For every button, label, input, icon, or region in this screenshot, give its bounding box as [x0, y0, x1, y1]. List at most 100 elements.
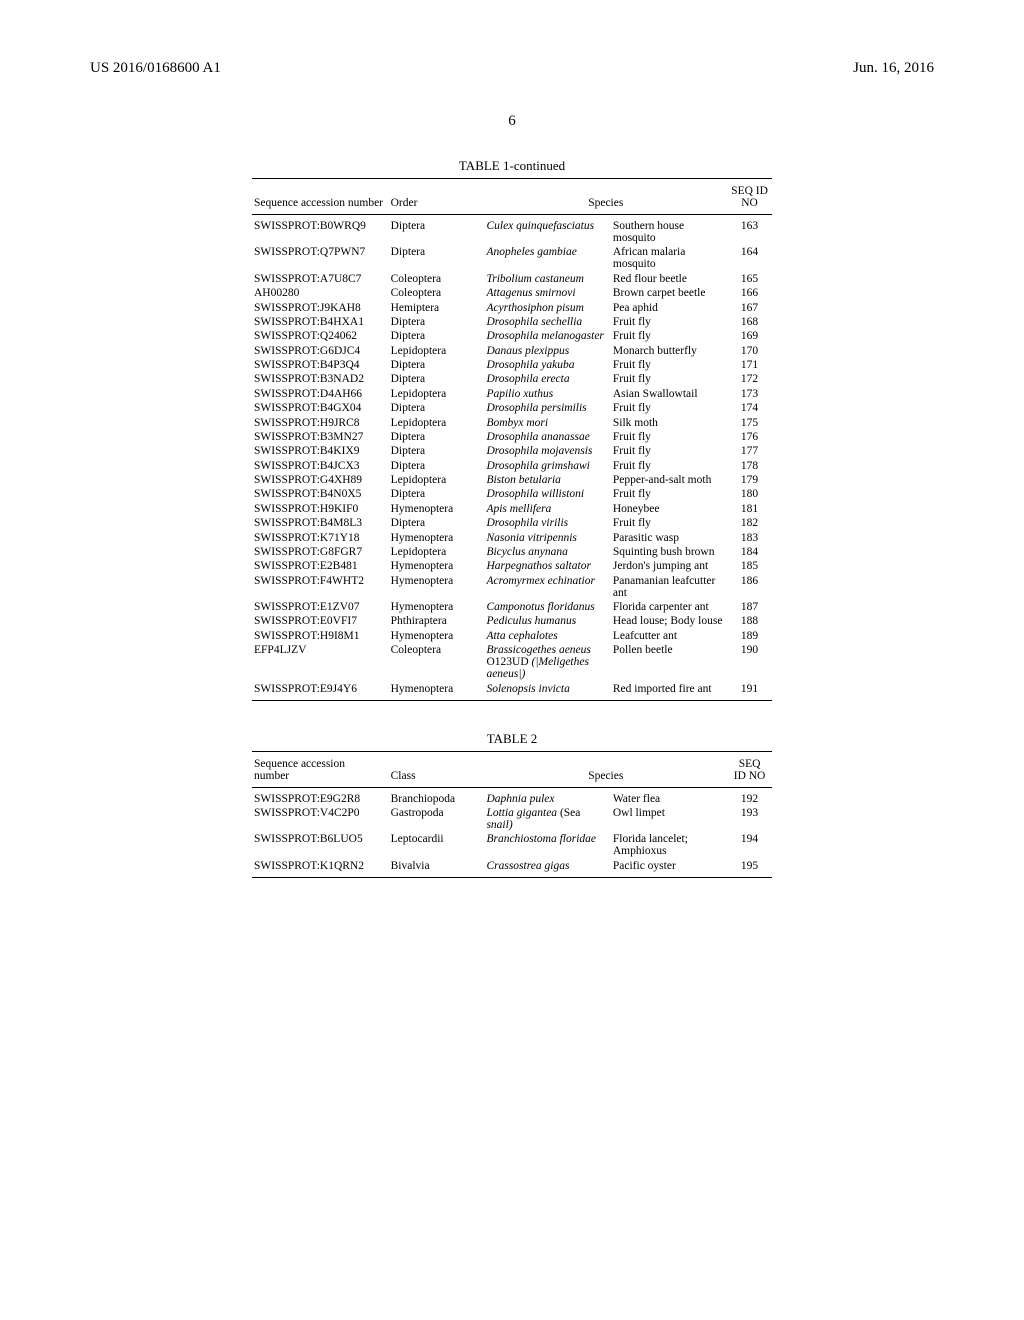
cell-seq-id: 185 [727, 559, 772, 573]
cell-order: Lepidoptera [389, 473, 485, 487]
cell-class: Gastropoda [389, 806, 485, 832]
table-row: SWISSPROT:B6LUO5LeptocardiiBranchiostoma… [252, 832, 772, 858]
table-row: SWISSPROT:Q7PWN7DipteraAnopheles gambiae… [252, 245, 772, 271]
cell-accession: SWISSPROT:H9I8M1 [252, 629, 389, 643]
cell-species-common: Fruit fly [611, 430, 727, 444]
cell-species-latin: Atta cephalotes [484, 629, 610, 643]
doc-number: US 2016/0168600 A1 [90, 60, 221, 77]
cell-species-common: Water flea [611, 787, 727, 806]
cell-accession: SWISSPROT:E1ZV07 [252, 600, 389, 614]
cell-accession: SWISSPROT:H9KIF0 [252, 502, 389, 516]
cell-species-common: Jerdon's jumping ant [611, 559, 727, 573]
cell-seq-id: 181 [727, 502, 772, 516]
cell-species-common: Monarch butterfly [611, 343, 727, 357]
cell-seq-id: 178 [727, 458, 772, 472]
cell-order: Diptera [389, 358, 485, 372]
cell-species-latin: Apis mellifera [484, 502, 610, 516]
cell-accession: SWISSPROT:B4M8L3 [252, 516, 389, 530]
table-1-col-seqid: SEQ ID NO [727, 181, 772, 215]
cell-species-common: Parasitic wasp [611, 530, 727, 544]
cell-species-latin: Brassicogethes aeneus O123UD (|Meligethe… [484, 643, 610, 681]
cell-accession: SWISSPROT:Q7PWN7 [252, 245, 389, 271]
table-1: Sequence accession number Order Species … [252, 178, 772, 701]
cell-species-latin: Biston betularia [484, 473, 610, 487]
cell-species-latin: Bicyclus anynana [484, 545, 610, 559]
cell-species-latin: Tribolium castaneum [484, 272, 610, 286]
table-row: SWISSPROT:B0WRQ9DipteraCulex quinquefasc… [252, 215, 772, 246]
cell-species-latin: Pediculus humanus [484, 614, 610, 628]
cell-accession: SWISSPROT:A7U8C7 [252, 272, 389, 286]
cell-species-latin: Harpegnathos saltator [484, 559, 610, 573]
cell-species-latin: Drosophila persimilis [484, 401, 610, 415]
cell-species-common: Florida lancelet; Amphioxus [611, 832, 727, 858]
cell-species-common: Fruit fly [611, 516, 727, 530]
cell-accession: SWISSPROT:B4JCX3 [252, 458, 389, 472]
table-row: SWISSPROT:K71Y18HymenopteraNasonia vitri… [252, 530, 772, 544]
table-row: SWISSPROT:H9KIF0HymenopteraApis mellifer… [252, 502, 772, 516]
cell-seq-id: 186 [727, 573, 772, 599]
cell-order: Diptera [389, 444, 485, 458]
cell-order: Diptera [389, 372, 485, 386]
cell-species-latin: Drosophila ananassae [484, 430, 610, 444]
cell-class: Leptocardii [389, 832, 485, 858]
cell-accession: SWISSPROT:K71Y18 [252, 530, 389, 544]
cell-seq-id: 172 [727, 372, 772, 386]
cell-order: Hymenoptera [389, 530, 485, 544]
cell-accession: SWISSPROT:B4GX04 [252, 401, 389, 415]
table-row: SWISSPROT:K1QRN2BivalviaCrassostrea giga… [252, 858, 772, 877]
cell-species-common: Panamanian leafcutter ant [611, 573, 727, 599]
cell-order: Hymenoptera [389, 559, 485, 573]
cell-accession: SWISSPROT:B4HXA1 [252, 315, 389, 329]
cell-seq-id: 193 [727, 806, 772, 832]
table-row: SWISSPROT:A7U8C7ColeopteraTribolium cast… [252, 272, 772, 286]
cell-species-latin: Drosophila mojavensis [484, 444, 610, 458]
cell-species-common: Fruit fly [611, 329, 727, 343]
cell-order: Diptera [389, 487, 485, 501]
cell-seq-id: 192 [727, 787, 772, 806]
cell-order: Phthiraptera [389, 614, 485, 628]
cell-species-common: Leafcutter ant [611, 629, 727, 643]
table-row: SWISSPROT:D4AH66LepidopteraPapilio xuthu… [252, 387, 772, 401]
cell-accession: SWISSPROT:F4WHT2 [252, 573, 389, 599]
cell-class: Bivalvia [389, 858, 485, 877]
cell-species-latin: Danaus plexippus [484, 343, 610, 357]
cell-seq-id: 168 [727, 315, 772, 329]
table-row: SWISSPROT:J9KAH8HemipteraAcyrthosiphon p… [252, 300, 772, 314]
table-row: SWISSPROT:B3NAD2DipteraDrosophila erecta… [252, 372, 772, 386]
table-2: Sequence accession number Class Species … [252, 751, 772, 878]
cell-species-latin: Anopheles gambiae [484, 245, 610, 271]
cell-accession: AH00280 [252, 286, 389, 300]
cell-order: Lepidoptera [389, 387, 485, 401]
cell-species-latin: Crassostrea gigas [484, 858, 610, 877]
table-row: SWISSPROT:E2B481HymenopteraHarpegnathos … [252, 559, 772, 573]
cell-seq-id: 190 [727, 643, 772, 681]
cell-species-common: Pollen beetle [611, 643, 727, 681]
table-2-title: TABLE 2 [252, 731, 772, 747]
cell-species-latin: Drosophila virilis [484, 516, 610, 530]
table-2-col-acc: Sequence accession number [252, 754, 389, 788]
cell-species-latin: Nasonia vitripennis [484, 530, 610, 544]
cell-seq-id: 165 [727, 272, 772, 286]
table-1-col-species: Species [484, 181, 727, 215]
table-row: SWISSPROT:E1ZV07HymenopteraCamponotus fl… [252, 600, 772, 614]
cell-accession: SWISSPROT:G6DJC4 [252, 343, 389, 357]
cell-order: Diptera [389, 458, 485, 472]
cell-order: Diptera [389, 315, 485, 329]
cell-seq-id: 184 [727, 545, 772, 559]
table-row: SWISSPROT:Q24062DipteraDrosophila melano… [252, 329, 772, 343]
cell-species-common: Honeybee [611, 502, 727, 516]
table-1-col-order: Order [389, 181, 485, 215]
table-2-col-class: Class [389, 754, 485, 788]
cell-order: Hymenoptera [389, 681, 485, 700]
cell-order: Diptera [389, 401, 485, 415]
cell-accession: SWISSPROT:B6LUO5 [252, 832, 389, 858]
cell-species-latin: Drosophila erecta [484, 372, 610, 386]
cell-order: Coleoptera [389, 643, 485, 681]
cell-species-common: Fruit fly [611, 315, 727, 329]
cell-accession: SWISSPROT:E9J4Y6 [252, 681, 389, 700]
cell-order: Diptera [389, 329, 485, 343]
cell-species-common: Asian Swallowtail [611, 387, 727, 401]
cell-seq-id: 179 [727, 473, 772, 487]
cell-accession: SWISSPROT:B4P3Q4 [252, 358, 389, 372]
cell-order: Lepidoptera [389, 415, 485, 429]
